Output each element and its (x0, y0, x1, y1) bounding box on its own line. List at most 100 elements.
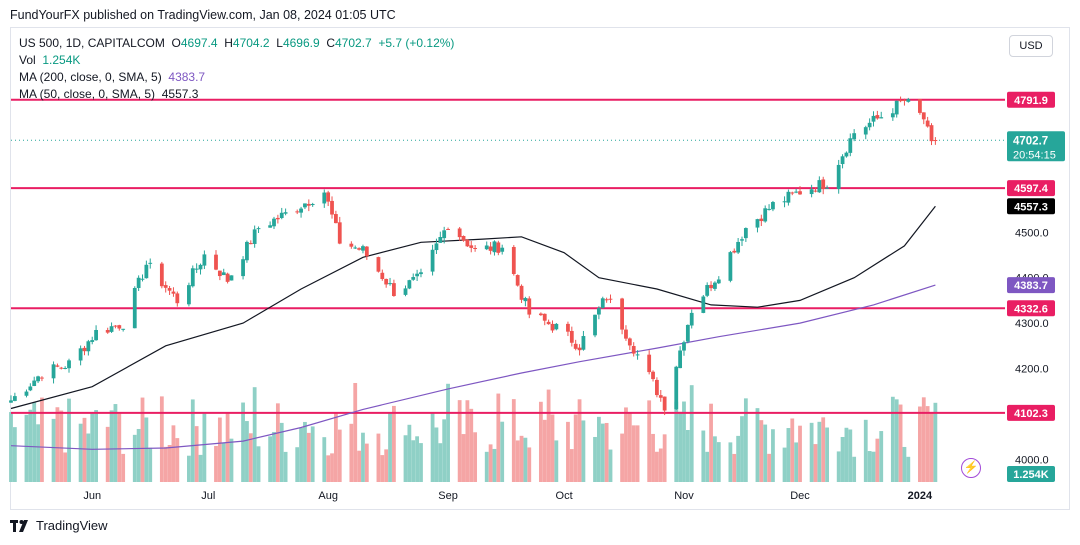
volume-bar (388, 413, 392, 482)
volume-bar (651, 433, 655, 482)
candle-body (620, 298, 624, 330)
candle-body (86, 341, 91, 352)
vol-label[interactable]: Vol (19, 53, 36, 67)
chart-legend: US 500, 1D, CAPITALCOM O4697.4 H4704.2 L… (19, 35, 454, 103)
candle-body (755, 219, 760, 228)
candle-body (295, 211, 300, 213)
candle-body (306, 203, 311, 206)
candle-body (608, 298, 613, 300)
candle-body (701, 296, 706, 313)
candle-body (430, 249, 435, 272)
volume-bar (794, 442, 799, 482)
candle-body (59, 367, 64, 369)
candle-body (902, 99, 907, 101)
x-tick-label: Nov (674, 490, 694, 502)
high-label: H (224, 36, 233, 50)
candle-body (542, 313, 547, 321)
candle-body (163, 285, 168, 288)
change-value: +5.7 (+0.12%) (378, 36, 455, 50)
candle-body (121, 328, 126, 330)
candle-body (898, 100, 903, 102)
candle-body (171, 291, 176, 294)
volume-bar (148, 447, 153, 482)
candle-body (863, 127, 868, 135)
candle-body (848, 138, 853, 153)
ma200-line (10, 284, 936, 450)
volume-bar (848, 429, 853, 482)
candle-body (554, 323, 559, 330)
candle-body (357, 248, 361, 250)
volume-bar (674, 401, 679, 482)
y-tick-label: 4200.0 (1015, 364, 1049, 376)
ma50-label[interactable]: MA (50, close, 0, SMA, 5) (19, 87, 156, 101)
candle-body (403, 288, 408, 295)
volume-bar (817, 421, 822, 482)
volume-bar (283, 451, 288, 482)
volume-bar (593, 436, 597, 482)
volume-bar (902, 446, 907, 482)
symbol-name[interactable]: US 500, 1D, CAPITALCOM (19, 36, 165, 50)
volume-bar (705, 451, 710, 482)
volume-bar (763, 424, 768, 482)
ma200-label[interactable]: MA (200, close, 0, SMA, 5) (19, 70, 162, 84)
ma50-value: 4557.3 (161, 87, 199, 101)
volume-bar (488, 444, 493, 482)
volume-bar (333, 412, 338, 482)
candle-body (415, 273, 420, 277)
candle-body (689, 312, 694, 326)
candle-body (12, 396, 17, 401)
candle-body (51, 364, 56, 379)
volume-bar (51, 418, 56, 482)
candle-body (732, 250, 737, 253)
candle-body (32, 380, 37, 387)
candle-body (709, 284, 713, 289)
candle-body (821, 179, 826, 189)
volume-bar (732, 453, 737, 482)
volume-bar (275, 403, 280, 482)
x-tick-label: Aug (318, 490, 338, 502)
lightning-icon[interactable]: ⚡ (961, 458, 981, 478)
volume-bar (767, 453, 771, 482)
candle-body (272, 218, 276, 227)
candle-body (113, 325, 118, 327)
volume-bar (411, 440, 416, 482)
currency-button[interactable]: USD (1009, 35, 1053, 57)
volume-bar (542, 419, 547, 482)
volume-bar (790, 418, 795, 482)
volume-bar (898, 404, 903, 482)
volume-bar (82, 417, 87, 482)
volume-bar (863, 419, 868, 482)
candle-body (527, 298, 532, 315)
volume-bar (511, 399, 516, 482)
ma200-price-label-box (1007, 277, 1055, 294)
candle-body (674, 366, 679, 410)
candle-body (392, 283, 396, 297)
candle-body (465, 239, 470, 247)
legend-ma200-row: MA (200, close, 0, SMA, 5) 4383.7 (19, 69, 454, 86)
volume-bar (918, 406, 922, 482)
level-price-label: 4332.6 (1014, 303, 1048, 315)
volume-bar (461, 434, 466, 482)
volume-bar (384, 449, 389, 482)
candle-body (906, 99, 911, 102)
candle-body (333, 214, 338, 224)
volume-bar (187, 455, 191, 482)
candle-body (28, 386, 33, 391)
legend-ma50-row: MA (50, close, 0, SMA, 5) 4557.3 (19, 86, 454, 103)
volume-bar (446, 383, 450, 482)
candle-body (655, 379, 659, 396)
volume-bar (214, 445, 218, 482)
volume-bar (523, 437, 528, 482)
candle-body (388, 283, 392, 285)
candle-body (214, 254, 218, 270)
candle-body (716, 279, 721, 284)
candle-body (283, 212, 288, 214)
volume-bar (701, 430, 706, 482)
volume-bar (63, 452, 68, 482)
candle-body (798, 191, 802, 195)
volume-bar (740, 416, 744, 482)
candle-body (473, 247, 478, 249)
volume-bar (430, 413, 435, 482)
volume-bar (771, 429, 775, 482)
